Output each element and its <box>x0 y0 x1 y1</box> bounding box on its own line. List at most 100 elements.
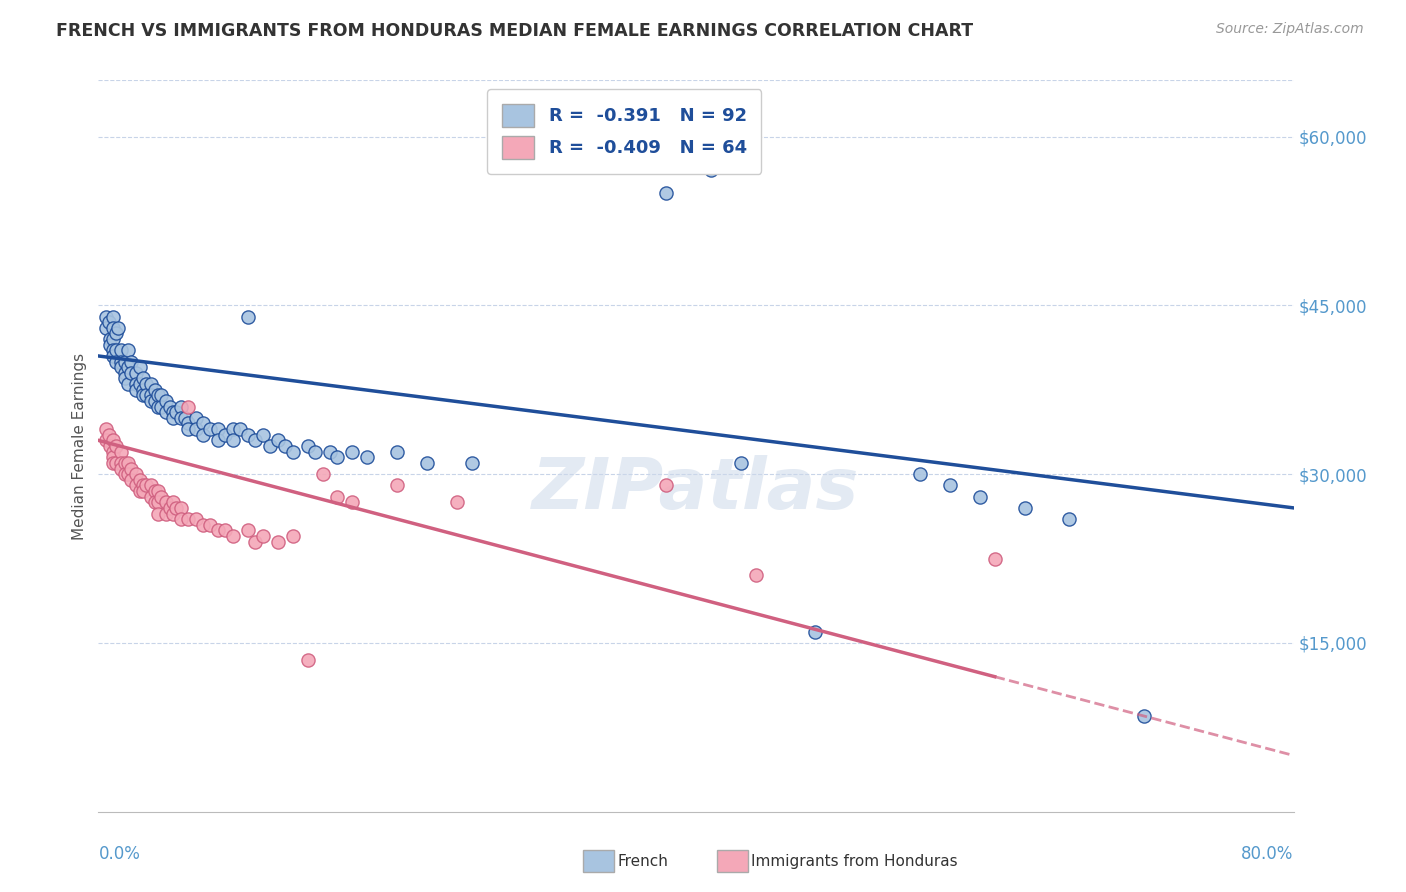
Point <box>129 377 152 392</box>
Point <box>342 444 364 458</box>
Point <box>162 495 184 509</box>
Point <box>135 478 157 492</box>
Point <box>730 456 752 470</box>
Point <box>319 444 342 458</box>
Text: 0.0%: 0.0% <box>98 845 141 863</box>
Point <box>655 186 678 200</box>
Point <box>150 490 173 504</box>
Point <box>252 427 274 442</box>
Point <box>105 343 128 358</box>
Point <box>281 444 304 458</box>
Point <box>120 461 142 475</box>
Point <box>132 371 155 385</box>
Point <box>267 434 290 448</box>
Point <box>129 473 152 487</box>
Point <box>908 467 931 482</box>
Point <box>245 434 267 448</box>
Point <box>120 366 142 380</box>
Point <box>150 388 173 402</box>
Point <box>326 450 349 465</box>
Text: Immigrants from Honduras: Immigrants from Honduras <box>751 855 957 869</box>
Point <box>110 360 132 375</box>
Point <box>155 394 177 409</box>
Point <box>304 444 326 458</box>
Point <box>297 653 319 667</box>
Point <box>236 524 259 538</box>
Point <box>655 478 678 492</box>
Point <box>281 529 304 543</box>
Point <box>110 461 132 475</box>
Point <box>117 467 139 482</box>
Point <box>191 427 214 442</box>
Point <box>139 394 162 409</box>
Point <box>159 400 181 414</box>
Point <box>117 360 139 375</box>
Point <box>191 417 214 431</box>
Text: 80.0%: 80.0% <box>1241 845 1294 863</box>
Point <box>342 495 364 509</box>
Point <box>148 507 170 521</box>
Point <box>94 422 117 436</box>
Y-axis label: Median Female Earnings: Median Female Earnings <box>72 352 87 540</box>
Point <box>297 439 319 453</box>
Point <box>184 410 207 425</box>
Point <box>105 326 128 341</box>
Point <box>135 377 157 392</box>
Point <box>177 422 200 436</box>
Point <box>222 434 245 448</box>
Point <box>169 400 191 414</box>
Point <box>155 405 177 419</box>
Point <box>174 410 197 425</box>
Point <box>162 507 184 521</box>
Point <box>143 483 166 498</box>
Point <box>139 388 162 402</box>
Point <box>252 529 274 543</box>
Point <box>135 388 157 402</box>
Point <box>200 422 222 436</box>
Point <box>139 377 162 392</box>
Point <box>200 517 222 532</box>
Point <box>214 427 236 442</box>
Point <box>169 512 191 526</box>
Point <box>148 388 170 402</box>
Point <box>103 434 125 448</box>
Point <box>385 444 409 458</box>
Point <box>214 524 236 538</box>
Point <box>267 534 290 549</box>
Point <box>700 163 723 178</box>
Point <box>1014 500 1036 515</box>
Point <box>984 551 1007 566</box>
Point <box>245 534 267 549</box>
Point <box>103 450 125 465</box>
Point <box>110 354 132 368</box>
Point <box>169 410 191 425</box>
Point <box>150 400 173 414</box>
Point <box>969 490 991 504</box>
Point <box>107 321 129 335</box>
Point <box>125 478 148 492</box>
Point <box>98 337 122 351</box>
Point <box>94 434 117 448</box>
Point <box>207 422 229 436</box>
Point <box>125 366 148 380</box>
Point <box>143 394 166 409</box>
Point <box>143 495 166 509</box>
Point <box>132 478 155 492</box>
Point <box>184 422 207 436</box>
Point <box>259 439 281 453</box>
Point <box>162 410 184 425</box>
Point <box>110 444 132 458</box>
Point <box>110 343 132 358</box>
Point <box>103 332 125 346</box>
Text: FRENCH VS IMMIGRANTS FROM HONDURAS MEDIAN FEMALE EARNINGS CORRELATION CHART: FRENCH VS IMMIGRANTS FROM HONDURAS MEDIA… <box>56 22 973 40</box>
Point <box>103 321 125 335</box>
Point <box>110 456 132 470</box>
Point <box>114 467 136 482</box>
Point <box>165 405 187 419</box>
Point <box>105 439 128 453</box>
Point <box>132 388 155 402</box>
Point <box>326 490 349 504</box>
Point <box>207 524 229 538</box>
Point <box>446 495 468 509</box>
Point <box>385 478 409 492</box>
